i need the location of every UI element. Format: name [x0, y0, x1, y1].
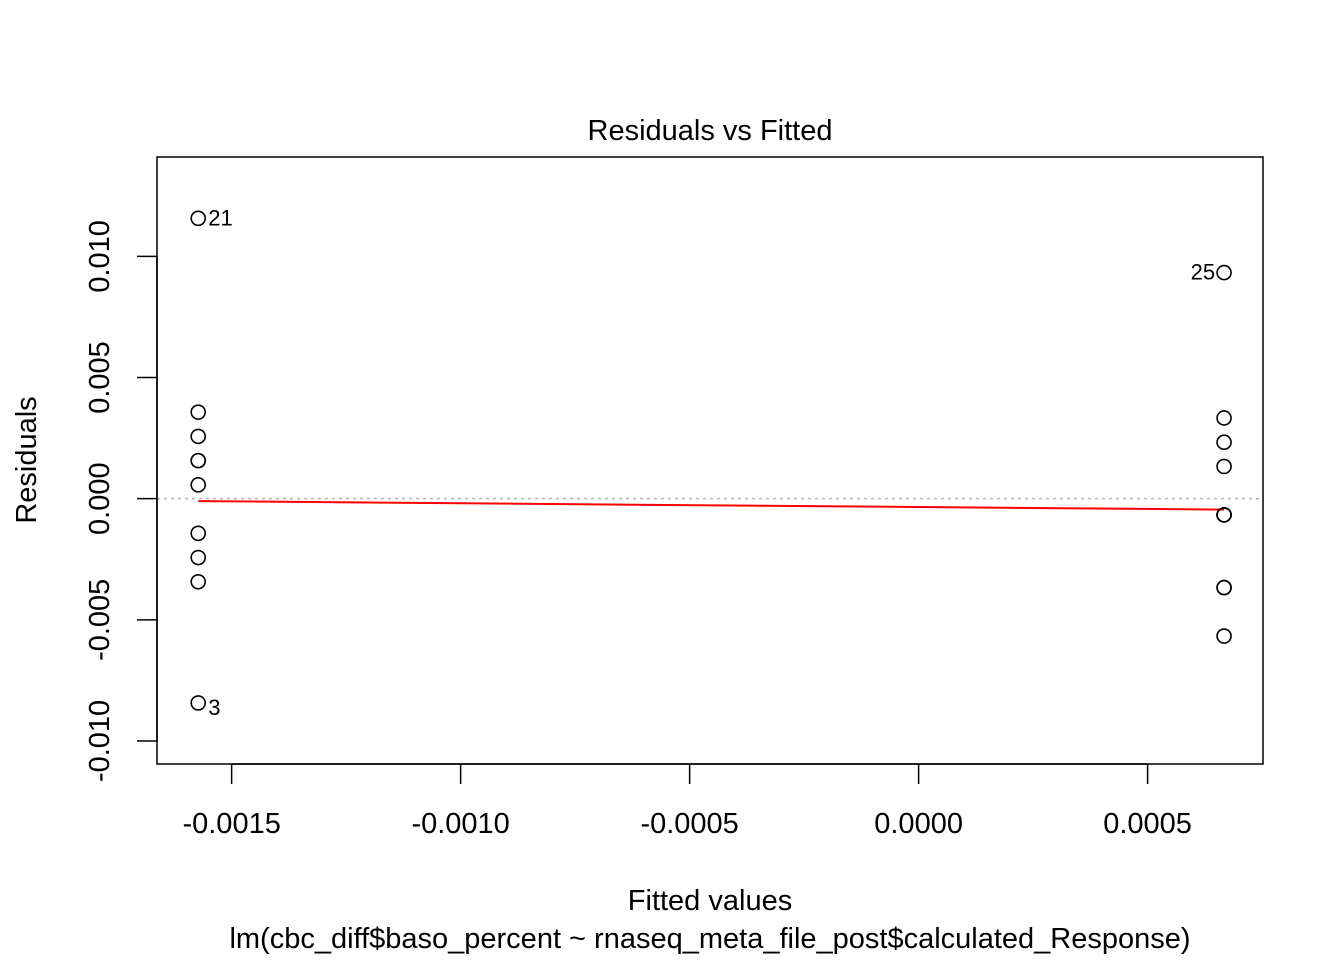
points-layer [190, 210, 1232, 711]
y-tick-label: 0.010 [84, 220, 116, 293]
data-point [190, 573, 207, 590]
y-tick-label: 0.005 [84, 341, 116, 414]
data-point [190, 477, 207, 493]
x-tick-label: 0.0005 [1103, 808, 1192, 840]
data-point [190, 525, 207, 542]
chart-subtitle: lm(cbc_diff$baso_percent ~ rnaseq_meta_f… [229, 923, 1190, 955]
point-label: 21 [208, 205, 232, 230]
x-tick-label: -0.0010 [411, 808, 509, 840]
y-axis: -0.010 -0.005 0.000 0.005 0.010 [84, 220, 158, 782]
y-axis-label: Residuals [11, 396, 43, 523]
point-label: 25 [1191, 260, 1215, 285]
data-point [1216, 458, 1232, 475]
x-tick-label: 0.0000 [874, 808, 963, 840]
data-point [190, 549, 207, 566]
data-point [190, 404, 207, 420]
x-tick-label: -0.0015 [182, 808, 280, 840]
point-labels: 21 3 25 [208, 205, 1215, 720]
plot-frame [156, 156, 1264, 765]
data-point [1216, 628, 1232, 644]
data-point [190, 210, 207, 227]
data-point [1216, 579, 1232, 596]
data-point [1216, 264, 1232, 281]
data-point [190, 428, 207, 445]
y-tick-label: -0.005 [84, 579, 116, 661]
y-tick-label: -0.010 [84, 700, 116, 782]
data-point [1216, 507, 1232, 523]
x-axis-label: Fitted values [628, 885, 792, 917]
data-point [1216, 434, 1232, 451]
data-point [190, 452, 207, 469]
data-point [190, 695, 207, 711]
x-axis: -0.0015 -0.0010 -0.0005 0.0000 0.0005 [182, 763, 1192, 840]
point-label: 3 [208, 695, 220, 720]
x-tick-label: -0.0005 [640, 808, 738, 840]
y-tick-label: 0.000 [84, 462, 116, 535]
smoother-line [198, 500, 1225, 511]
data-point [1216, 410, 1232, 426]
chart-title: Residuals vs Fitted [588, 115, 833, 147]
